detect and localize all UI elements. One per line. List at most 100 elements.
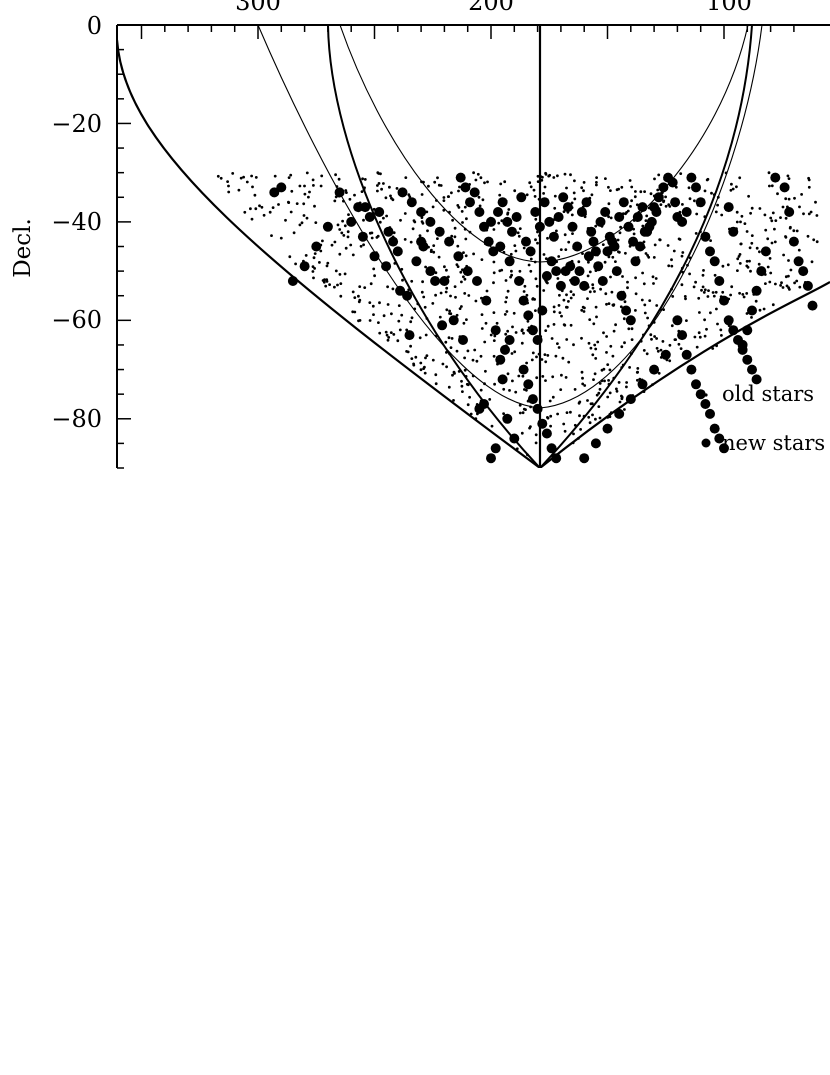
old-star-point xyxy=(620,366,624,369)
old-star-point xyxy=(439,184,443,187)
new-star-point xyxy=(616,290,627,301)
old-star-point xyxy=(508,389,511,392)
old-star-point xyxy=(492,311,496,314)
old-star-point xyxy=(768,280,772,284)
old-star-point xyxy=(456,244,460,248)
old-star-point xyxy=(382,182,385,185)
old-star-point xyxy=(474,299,478,303)
old-star-point xyxy=(588,318,592,321)
old-star-point xyxy=(807,178,811,182)
old-star-point xyxy=(590,193,594,197)
new-star-point xyxy=(525,246,536,257)
old-star-point xyxy=(569,173,572,177)
old-star-point xyxy=(656,188,660,192)
old-star-point xyxy=(453,285,457,288)
old-star-point xyxy=(687,186,691,190)
old-star-point xyxy=(788,226,792,230)
old-star-point xyxy=(471,374,475,378)
old-star-point xyxy=(273,174,277,178)
old-star-point xyxy=(770,184,774,188)
old-star-point xyxy=(720,213,724,217)
old-star-point xyxy=(758,250,761,254)
old-star-point xyxy=(781,205,785,209)
new-star-point xyxy=(723,315,734,326)
old-star-point xyxy=(458,185,461,189)
old-star-point xyxy=(589,346,593,350)
old-star-point xyxy=(563,172,567,176)
old-star-point xyxy=(400,267,404,271)
old-star-point xyxy=(426,229,429,233)
old-star-point xyxy=(546,354,550,357)
old-star-point xyxy=(608,391,612,395)
old-star-point xyxy=(677,342,681,346)
new-star-point xyxy=(667,177,678,188)
old-star-point xyxy=(651,383,654,386)
new-star-point xyxy=(637,202,648,213)
old-star-point xyxy=(645,352,649,356)
old-star-point xyxy=(474,178,478,182)
old-star-point xyxy=(714,290,718,294)
old-star-point xyxy=(353,310,357,314)
old-star-point xyxy=(216,174,220,178)
old-star-point xyxy=(502,387,506,391)
old-star-point xyxy=(552,310,556,314)
old-star-point xyxy=(422,295,426,299)
old-star-point xyxy=(789,268,793,272)
old-star-point xyxy=(604,177,607,181)
old-star-point xyxy=(302,214,306,217)
old-star-point xyxy=(607,202,611,206)
old-star-point xyxy=(489,333,493,337)
old-star-point xyxy=(532,188,536,192)
new-star-point xyxy=(546,256,557,267)
new-star-point xyxy=(625,394,636,405)
old-star-point xyxy=(431,205,435,209)
old-star-point xyxy=(586,274,590,278)
old-star-point xyxy=(762,307,766,311)
new-star-point xyxy=(747,305,757,316)
old-star-point xyxy=(393,262,397,265)
old-star-point xyxy=(594,305,598,309)
old-star-point xyxy=(593,290,596,293)
new-star-point xyxy=(416,236,427,247)
old-star-point xyxy=(339,282,343,285)
old-star-point xyxy=(650,337,653,341)
legend: old stars new stars xyxy=(701,382,825,455)
old-star-point xyxy=(600,379,604,383)
old-star-point xyxy=(471,358,475,362)
old-star-point xyxy=(641,224,645,228)
old-star-point xyxy=(401,278,404,282)
old-star-point xyxy=(313,267,316,270)
old-star-point xyxy=(522,331,525,335)
old-star-point xyxy=(602,331,605,335)
new-star-point xyxy=(586,226,597,237)
old-star-point xyxy=(531,297,535,300)
old-star-point xyxy=(787,177,791,181)
old-star-point xyxy=(608,415,612,419)
new-star-point xyxy=(728,226,739,237)
old-star-point xyxy=(632,232,636,236)
old-star-point xyxy=(483,181,486,185)
old-star-point xyxy=(703,334,707,338)
old-star-point xyxy=(701,285,705,289)
old-star-point xyxy=(226,180,230,184)
old-star-point xyxy=(416,302,420,306)
old-star-point xyxy=(480,313,484,316)
old-star-point xyxy=(606,416,610,419)
old-star-point xyxy=(243,210,247,214)
new-star-point xyxy=(383,226,394,237)
old-star-point xyxy=(497,221,501,225)
old-star-point xyxy=(556,174,559,178)
new-star-point xyxy=(548,231,559,242)
old-star-point xyxy=(786,174,790,178)
new-star-point xyxy=(649,202,660,213)
old-star-point xyxy=(738,262,742,265)
old-star-point xyxy=(423,371,427,375)
new-star-point xyxy=(334,187,345,198)
new-star-point xyxy=(395,285,406,296)
old-star-point xyxy=(509,252,513,256)
new-star-point xyxy=(460,182,471,193)
old-star-point xyxy=(421,280,424,284)
new-star-point xyxy=(360,202,371,213)
old-star-point xyxy=(534,277,538,281)
old-star-point xyxy=(344,246,348,250)
